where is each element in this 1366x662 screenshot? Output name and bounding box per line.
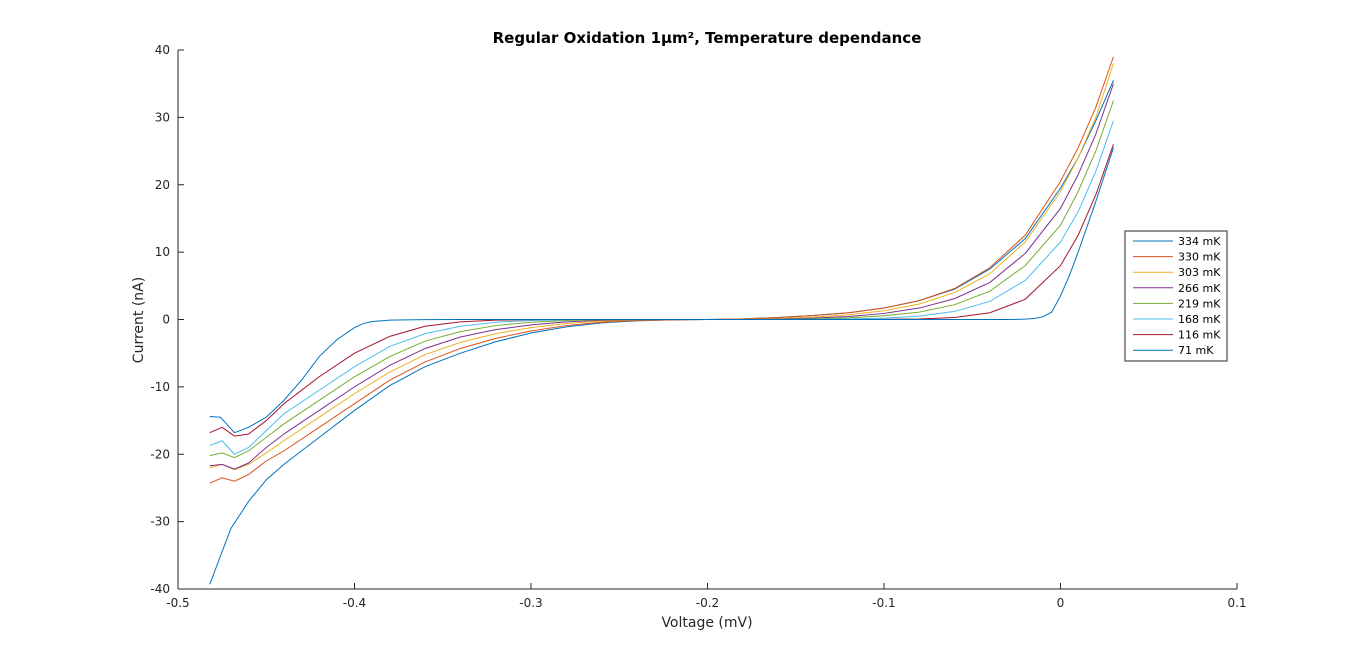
legend-box [1124,230,1228,362]
legend-label: 330 mK [1178,251,1221,264]
x-tick-label: 0 [1057,596,1065,610]
x-tick-label: -0.4 [343,596,366,610]
legend: 334 mK 330 mK 303 mK 266 mK 219 mK 168 mK 116 … [1124,230,1228,362]
legend-label: 266 mK [1178,282,1221,295]
x-tick-label: -0.5 [166,596,189,610]
chart-title: Regular Oxidation 1μm², Temperature depe… [493,29,922,47]
plot-area [209,56,1114,585]
y-tick-label: 40 [155,43,170,57]
y-axis-label: Current (nA) [131,277,147,363]
series-line-71-mk [209,147,1114,434]
legend-label: 219 mK [1178,297,1221,310]
series-line-219-mk [209,100,1114,459]
x-tick-label: -0.3 [519,596,542,610]
y-tick-label: -40 [150,582,170,596]
y-tick-label: 30 [155,110,170,124]
series-line-303-mk [209,63,1114,471]
legend-label: 334 mK [1178,235,1221,248]
x-tick-label: -0.1 [872,596,895,610]
y-ticks: -40 -30 -20 -10 0 10 20 30 40 [150,43,184,596]
y-tick-label: 0 [162,313,170,327]
x-axis-label: Voltage (mV) [661,615,752,631]
y-tick-label: -20 [150,447,170,461]
series-line-116-mk [209,144,1114,437]
legend-label: 71 mK [1178,344,1214,357]
legend-label: 168 mK [1178,313,1221,326]
legend-label: 116 mK [1178,329,1221,342]
y-tick-label: 10 [155,245,170,259]
y-tick-label: 20 [155,178,170,192]
series-line-334-mk [209,80,1114,585]
y-tick-label: -10 [150,380,170,394]
y-tick-label: -30 [150,515,170,529]
x-tick-label: -0.2 [696,596,719,610]
x-tick-label: 0.1 [1227,596,1246,610]
x-ticks: -0.5 -0.4 -0.3 -0.2 -0.1 0 0.1 [166,583,1247,610]
series-line-330-mk [209,56,1114,484]
legend-items: 334 mK 330 mK 303 mK 266 mK 219 mK 168 mK 116 … [1133,235,1221,357]
legend-label: 303 mK [1178,266,1221,279]
